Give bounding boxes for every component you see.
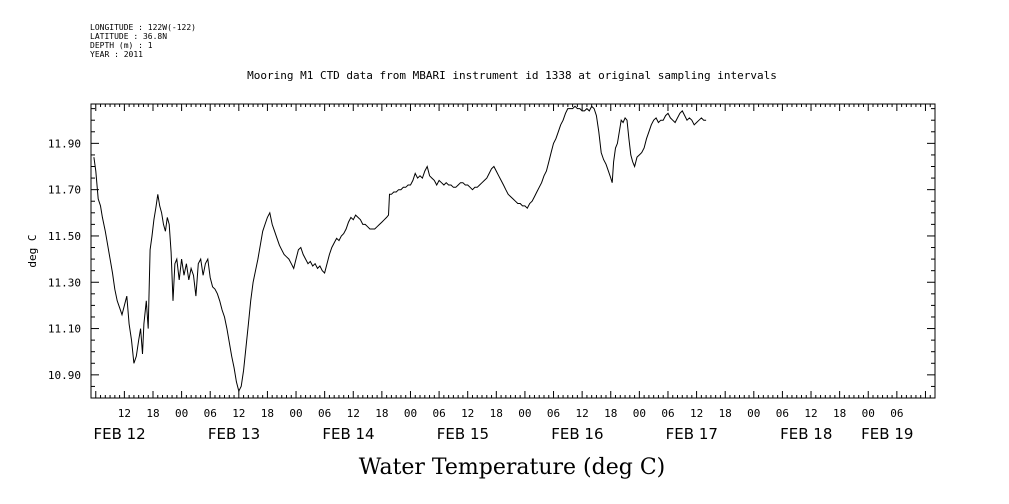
x-tick-label: 18 xyxy=(490,407,503,420)
x-tick-label: 06 xyxy=(547,407,560,420)
x-tick-label: 06 xyxy=(432,407,445,420)
x-tick-label: 00 xyxy=(404,407,417,420)
x-date-label: FEB 14 xyxy=(322,425,374,443)
longitude-label: LONGITUDE : 122W(-122) xyxy=(90,23,196,32)
y-tick-label: 10.90 xyxy=(48,369,81,382)
x-tick-labels: 12 18 00 06 12 18 00 06 12 18 00 06 12 18 00 06 12 18 00 06… xyxy=(118,407,904,420)
x-tick-label: 12 xyxy=(690,407,703,420)
x-tick-label: 12 xyxy=(576,407,589,420)
x-date-label: FEB 15 xyxy=(437,425,489,443)
x-tick-label: 00 xyxy=(289,407,302,420)
header-info: LONGITUDE : 122W(-122) LATITUDE : 36.8N … xyxy=(90,23,196,59)
x-tick-label: 18 xyxy=(833,407,846,420)
date-labels: FEB 12 FEB 13 FEB 14 FEB 15 FEB 16 FEB 17 FEB … xyxy=(93,425,913,443)
x-tick-label: 12 xyxy=(232,407,245,420)
x-tick-label: 06 xyxy=(890,407,903,420)
y-tick-label: 11.30 xyxy=(48,276,81,289)
x-tick-label: 18 xyxy=(375,407,388,420)
x-date-label: FEB 16 xyxy=(551,425,603,443)
x-tick-label: 06 xyxy=(776,407,789,420)
chart-title: Mooring M1 CTD data from MBARI instrumen… xyxy=(247,69,777,82)
x-date-label: FEB 17 xyxy=(666,425,718,443)
y-tick-labels: 10.90 11.10 11.30 11.50 11.70 11.90 xyxy=(48,137,81,381)
x-tick-label: 00 xyxy=(518,407,531,420)
x-tick-label: 06 xyxy=(661,407,674,420)
x-date-label: FEB 19 xyxy=(861,425,913,443)
x-tick-label: 00 xyxy=(633,407,646,420)
series-group xyxy=(93,105,707,393)
y-tick-label: 11.50 xyxy=(48,230,81,243)
y-tick-label: 11.90 xyxy=(48,137,81,150)
axis-ticks xyxy=(90,104,936,398)
x-tick-label: 18 xyxy=(146,407,159,420)
year-label: YEAR : 2011 xyxy=(90,50,143,59)
latitude-label: LATITUDE : 36.8N xyxy=(90,32,167,41)
depth-label: DEPTH (m) : 1 xyxy=(90,41,153,50)
x-date-label: FEB 12 xyxy=(93,425,145,443)
y-tick-label: 11.70 xyxy=(48,184,81,197)
x-tick-label: 06 xyxy=(318,407,331,420)
x-tick-label: 06 xyxy=(204,407,217,420)
y-tick-label: 11.10 xyxy=(48,323,81,336)
x-tick-label: 12 xyxy=(804,407,817,420)
x-tick-label: 00 xyxy=(862,407,875,420)
x-tick-label: 00 xyxy=(747,407,760,420)
x-date-label: FEB 13 xyxy=(208,425,260,443)
x-axis-label: Water Temperature (deg C) xyxy=(359,455,666,480)
x-tick-label: 12 xyxy=(118,407,131,420)
x-tick-label: 18 xyxy=(719,407,732,420)
x-tick-label: 18 xyxy=(261,407,274,420)
x-tick-label: 12 xyxy=(461,407,474,420)
temperature-series-line xyxy=(93,105,707,393)
x-tick-label: 18 xyxy=(604,407,617,420)
x-tick-label: 00 xyxy=(175,407,188,420)
y-axis-label: deg C xyxy=(26,234,39,267)
plot-frame xyxy=(90,103,936,399)
x-tick-label: 12 xyxy=(347,407,360,420)
x-date-label: FEB 18 xyxy=(780,425,832,443)
